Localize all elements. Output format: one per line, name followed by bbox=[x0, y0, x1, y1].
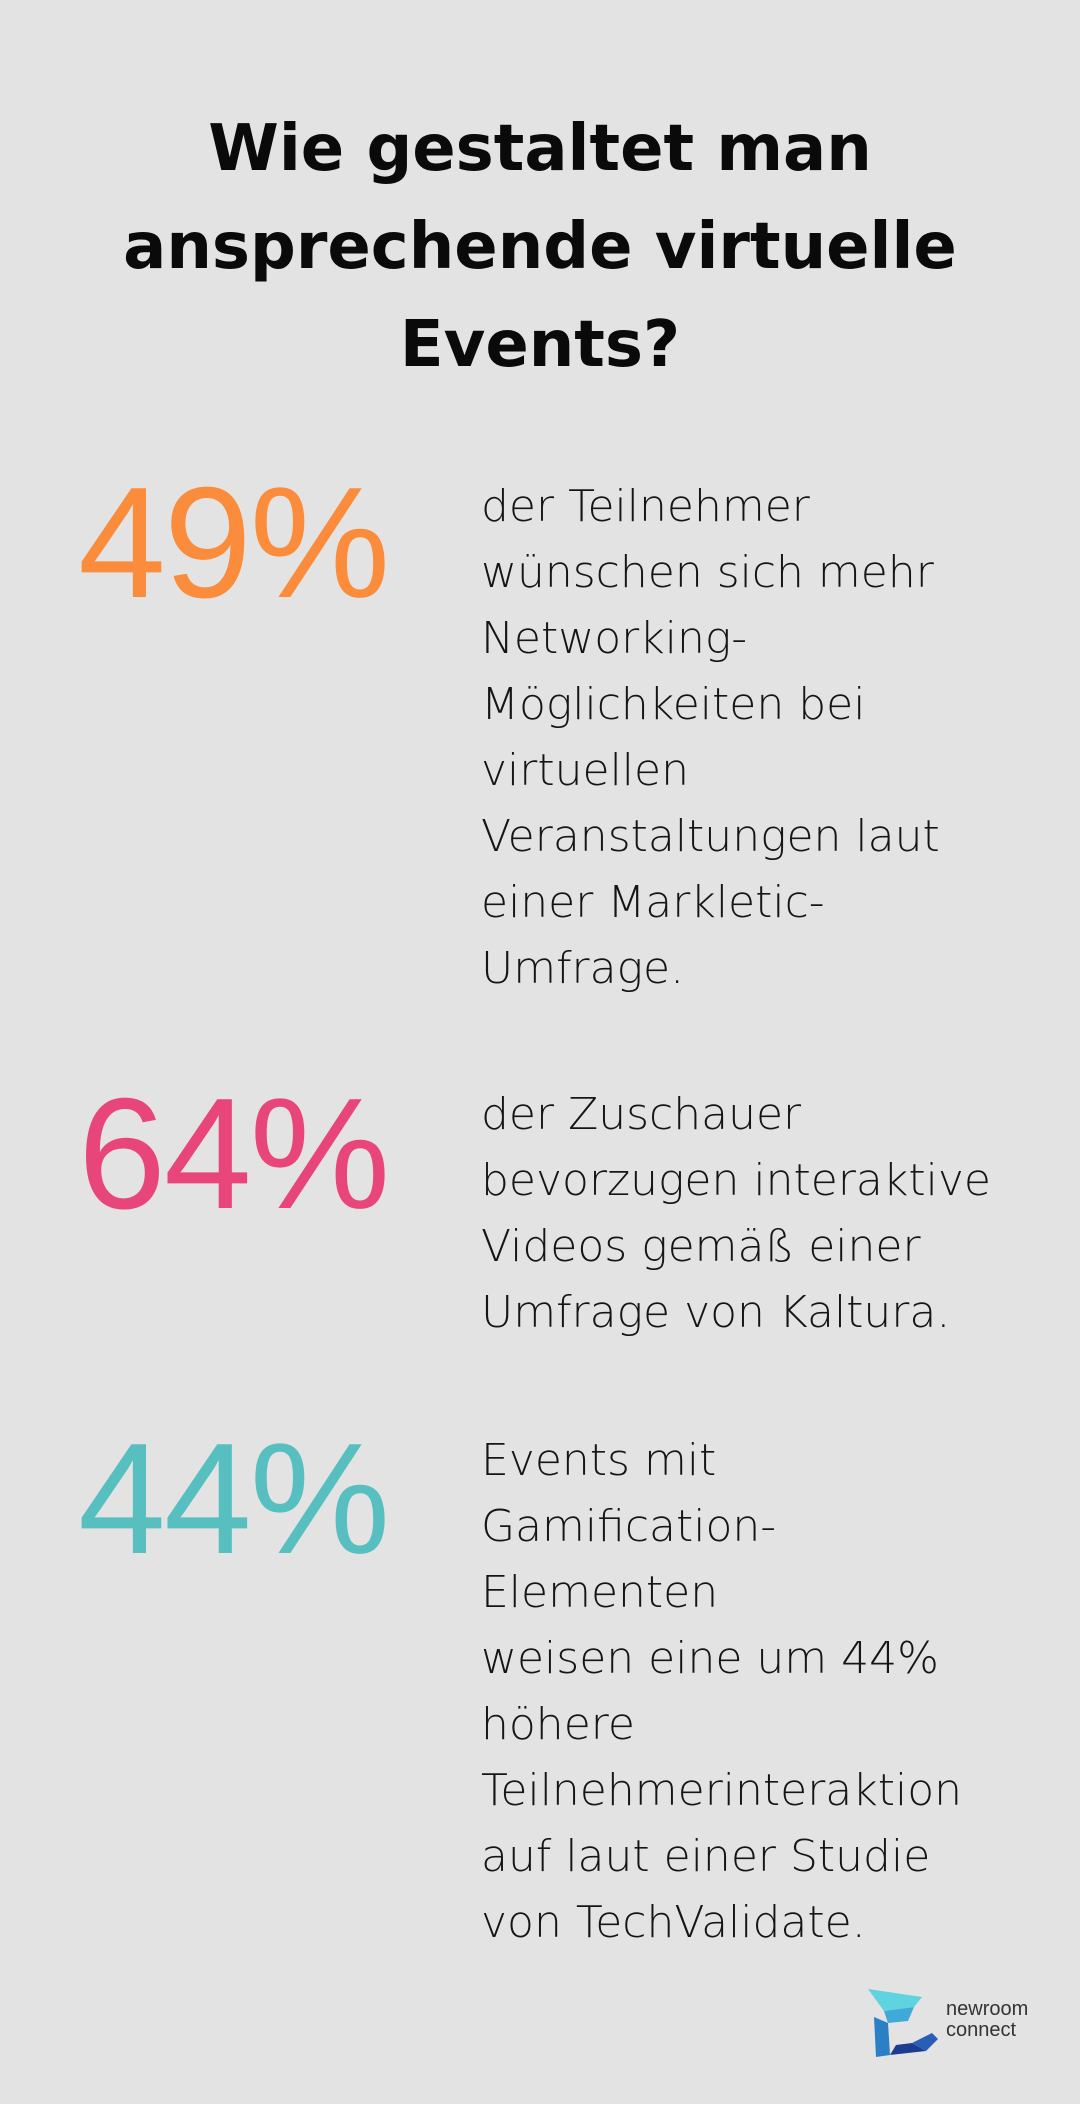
stat-value-interactive-videos: 64% bbox=[78, 1066, 390, 1242]
logo-text-line2: connect bbox=[946, 2019, 1017, 2041]
newroom-connect-logo-icon bbox=[868, 1989, 938, 2057]
stat-description-networking: der Teilnehmer wünschen sich mehr Networ… bbox=[481, 481, 940, 994]
stat-value-networking: 49% bbox=[78, 455, 390, 631]
stat-description-gamification: Events mit Gamification-Elementen weisen… bbox=[481, 1435, 963, 1948]
page-title: Wie gestaltet man ansprechende virtuelle… bbox=[123, 112, 957, 382]
stat-value-gamification: 44% bbox=[78, 1411, 390, 1587]
logo-text-line1: newroom bbox=[946, 1998, 1029, 2020]
newroom-connect-logo-text: newroom connect bbox=[946, 1999, 1028, 2041]
newroom-connect-logo: newroom connect bbox=[866, 1987, 1046, 2059]
stat-description-interactive-videos: der Zuschauer bevorzugen interaktive Vid… bbox=[481, 1089, 991, 1338]
